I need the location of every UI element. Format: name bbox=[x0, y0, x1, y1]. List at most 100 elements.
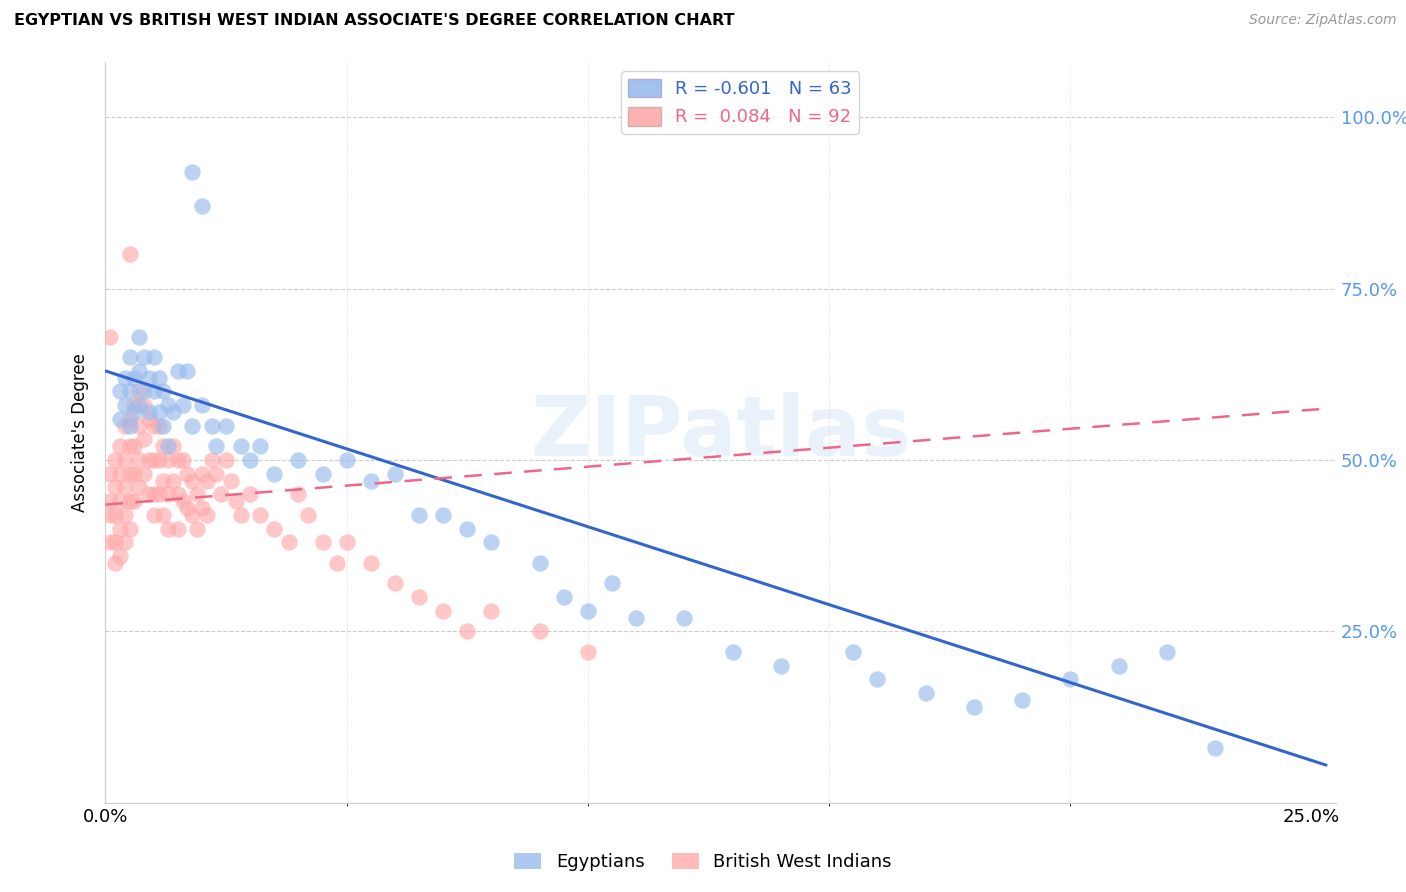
Point bbox=[118, 439, 141, 453]
Text: Source: ZipAtlas.com: Source: ZipAtlas.com bbox=[1249, 13, 1396, 28]
Point bbox=[114, 418, 136, 433]
Point bbox=[118, 418, 141, 433]
Point bbox=[181, 418, 204, 433]
Point bbox=[114, 371, 136, 385]
Point bbox=[529, 556, 551, 570]
Point bbox=[866, 673, 889, 687]
Point bbox=[124, 371, 146, 385]
Point bbox=[225, 494, 247, 508]
Point bbox=[1204, 741, 1226, 756]
Point bbox=[124, 405, 146, 419]
Point bbox=[769, 658, 792, 673]
Point bbox=[108, 412, 131, 426]
Point bbox=[166, 453, 188, 467]
Point bbox=[128, 453, 150, 467]
Point bbox=[287, 453, 309, 467]
Point bbox=[176, 501, 198, 516]
Point bbox=[181, 508, 204, 522]
Point bbox=[108, 439, 131, 453]
Point bbox=[456, 624, 478, 639]
Y-axis label: Associate's Degree: Associate's Degree bbox=[72, 353, 90, 512]
Text: ZIPatlas: ZIPatlas bbox=[530, 392, 911, 473]
Point bbox=[176, 467, 198, 481]
Point bbox=[408, 508, 430, 522]
Point bbox=[148, 487, 170, 501]
Point bbox=[277, 535, 299, 549]
Point bbox=[200, 418, 222, 433]
Point bbox=[118, 384, 141, 399]
Point bbox=[191, 398, 214, 412]
Point bbox=[142, 508, 165, 522]
Point bbox=[200, 453, 222, 467]
Point bbox=[336, 535, 359, 549]
Point bbox=[181, 165, 204, 179]
Point bbox=[162, 439, 184, 453]
Point bbox=[108, 467, 131, 481]
Point bbox=[576, 604, 599, 618]
Legend: Egyptians, British West Indians: Egyptians, British West Indians bbox=[508, 846, 898, 879]
Point bbox=[114, 453, 136, 467]
Point bbox=[138, 371, 160, 385]
Point bbox=[576, 645, 599, 659]
Point bbox=[128, 364, 150, 378]
Point bbox=[118, 467, 141, 481]
Point bbox=[124, 398, 146, 412]
Point bbox=[191, 501, 214, 516]
Point bbox=[132, 398, 155, 412]
Point bbox=[297, 508, 319, 522]
Point bbox=[128, 480, 150, 494]
Point bbox=[186, 487, 208, 501]
Point bbox=[842, 645, 865, 659]
Point bbox=[142, 487, 165, 501]
Point bbox=[263, 522, 285, 536]
Point bbox=[553, 590, 575, 604]
Point bbox=[148, 405, 170, 419]
Point bbox=[195, 508, 218, 522]
Point bbox=[432, 604, 454, 618]
Point bbox=[124, 439, 146, 453]
Point bbox=[104, 480, 127, 494]
Point bbox=[152, 474, 174, 488]
Point bbox=[481, 535, 503, 549]
Point bbox=[124, 494, 146, 508]
Point bbox=[157, 522, 180, 536]
Point bbox=[914, 686, 936, 700]
Point bbox=[104, 556, 127, 570]
Point bbox=[132, 433, 155, 447]
Point bbox=[384, 467, 406, 481]
Point bbox=[1108, 658, 1130, 673]
Point bbox=[326, 556, 349, 570]
Point bbox=[239, 487, 262, 501]
Point bbox=[108, 522, 131, 536]
Point bbox=[98, 494, 121, 508]
Point bbox=[229, 508, 252, 522]
Point bbox=[152, 439, 174, 453]
Point bbox=[98, 535, 121, 549]
Point bbox=[219, 474, 242, 488]
Point bbox=[172, 494, 194, 508]
Point bbox=[128, 418, 150, 433]
Point bbox=[118, 247, 141, 261]
Point bbox=[360, 556, 382, 570]
Point bbox=[195, 474, 218, 488]
Point bbox=[408, 590, 430, 604]
Point bbox=[963, 699, 986, 714]
Point bbox=[336, 453, 359, 467]
Point bbox=[138, 487, 160, 501]
Point bbox=[104, 508, 127, 522]
Point bbox=[166, 487, 188, 501]
Point bbox=[529, 624, 551, 639]
Point bbox=[148, 371, 170, 385]
Point bbox=[132, 467, 155, 481]
Point bbox=[432, 508, 454, 522]
Point bbox=[249, 439, 271, 453]
Point bbox=[162, 405, 184, 419]
Point bbox=[152, 418, 174, 433]
Point bbox=[311, 535, 333, 549]
Point bbox=[673, 611, 696, 625]
Point bbox=[132, 350, 155, 364]
Point bbox=[157, 487, 180, 501]
Point bbox=[181, 474, 204, 488]
Point bbox=[152, 384, 174, 399]
Point bbox=[152, 508, 174, 522]
